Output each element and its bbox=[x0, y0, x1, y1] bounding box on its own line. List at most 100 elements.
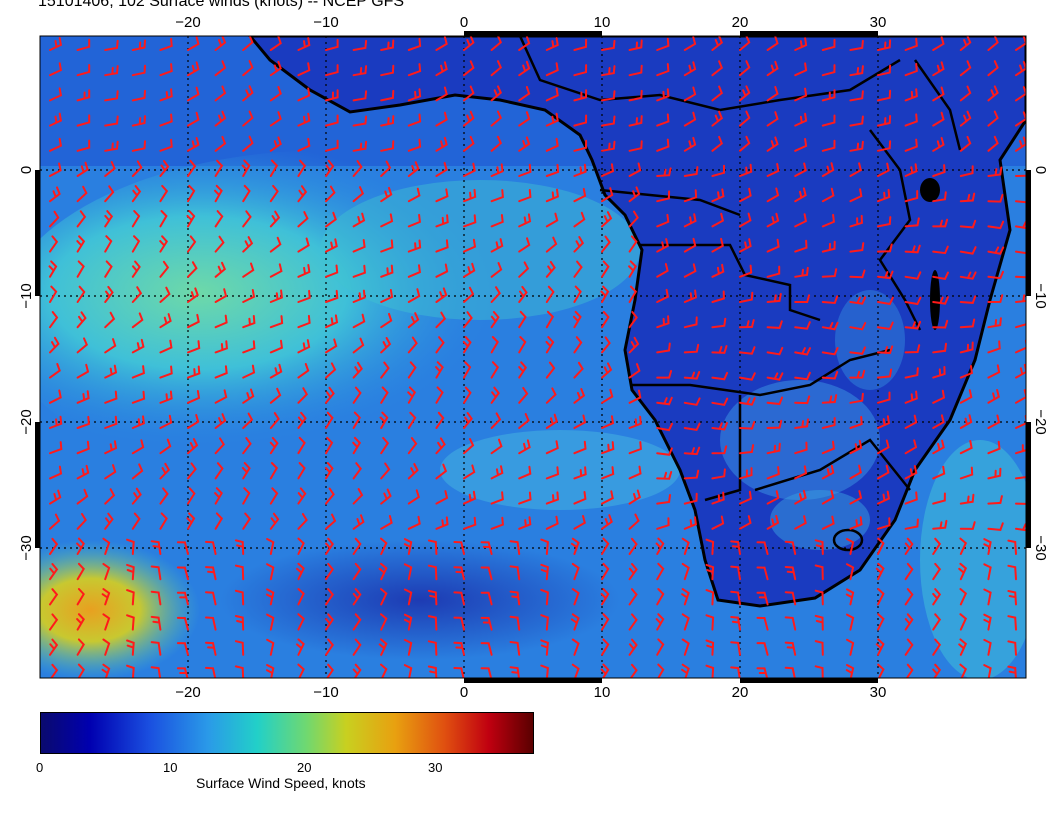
wind-barb bbox=[628, 39, 643, 51]
wind-barb bbox=[572, 310, 582, 329]
wind-barb bbox=[849, 346, 866, 355]
wind-barb bbox=[601, 163, 615, 177]
wind-barb bbox=[545, 37, 559, 51]
wind-barb bbox=[545, 515, 559, 530]
wind-barb bbox=[932, 439, 945, 455]
wind-barb bbox=[849, 322, 867, 331]
wind-barb bbox=[766, 60, 779, 77]
wind-barb bbox=[849, 296, 867, 305]
wind-barb bbox=[131, 39, 146, 51]
wind-barb bbox=[570, 537, 580, 555]
wind-barb bbox=[628, 210, 639, 228]
wind-barb bbox=[269, 512, 280, 530]
wind-barb bbox=[766, 111, 779, 127]
wind-barb bbox=[176, 616, 189, 631]
wind-barb bbox=[352, 488, 364, 505]
wind-barb bbox=[601, 187, 614, 203]
wind-barb bbox=[49, 489, 62, 505]
wind-barb bbox=[959, 613, 968, 631]
wind-barb bbox=[877, 368, 893, 379]
wind-barb bbox=[490, 60, 503, 77]
wind-barb bbox=[378, 638, 388, 656]
wind-barb bbox=[904, 414, 918, 429]
wind-barb bbox=[601, 235, 611, 253]
wind-barb bbox=[214, 413, 227, 429]
wind-barb bbox=[352, 638, 362, 656]
wind-barb bbox=[234, 615, 245, 631]
wind-barb bbox=[932, 537, 942, 555]
wind-barb bbox=[705, 563, 715, 581]
wind-barb bbox=[518, 413, 530, 429]
wind-barb bbox=[214, 210, 224, 228]
wind-barb bbox=[490, 214, 504, 228]
wind-barb bbox=[877, 89, 892, 102]
wind-barb bbox=[49, 162, 62, 177]
wind-barb bbox=[463, 238, 477, 253]
wind-barb bbox=[784, 540, 797, 555]
wind-barb bbox=[959, 271, 977, 280]
wind-barb bbox=[490, 189, 504, 203]
wind-barb bbox=[766, 442, 781, 455]
wind-barb bbox=[49, 441, 63, 455]
wind-barb bbox=[403, 588, 413, 606]
wind-barb bbox=[242, 388, 255, 404]
wind-barb bbox=[435, 311, 447, 329]
wind-barb bbox=[325, 411, 334, 429]
wind-barb bbox=[518, 136, 531, 152]
wind-barb bbox=[242, 262, 255, 278]
wind-barb bbox=[601, 638, 610, 656]
wind-barb bbox=[987, 364, 1001, 379]
wind-barb bbox=[681, 562, 690, 581]
wind-barb bbox=[959, 85, 972, 102]
wind-barb bbox=[463, 516, 477, 530]
wind-barb bbox=[104, 39, 119, 51]
wind-barb bbox=[490, 438, 503, 455]
wind-barb bbox=[877, 537, 885, 555]
wind-barb bbox=[821, 515, 835, 530]
wind-barb bbox=[325, 114, 339, 127]
wind-barb bbox=[297, 387, 309, 404]
wind-barb bbox=[711, 212, 725, 228]
wind-barb bbox=[656, 471, 673, 480]
wind-barb bbox=[959, 318, 976, 329]
wind-barb bbox=[49, 465, 63, 480]
wind-barb bbox=[297, 237, 310, 253]
colorbar-title: Surface Wind Speed, knots bbox=[196, 775, 366, 791]
wind-barb bbox=[683, 371, 701, 380]
wind-barb bbox=[904, 465, 918, 480]
wind-barb bbox=[683, 343, 700, 354]
wind-barb bbox=[656, 190, 671, 203]
wind-barb bbox=[214, 462, 224, 480]
wind-barb bbox=[150, 641, 162, 656]
wind-barb bbox=[407, 239, 422, 253]
wind-barb bbox=[821, 417, 836, 429]
lon-label-top: 0 bbox=[460, 14, 468, 31]
wind-barb bbox=[266, 538, 275, 555]
wind-barb bbox=[730, 616, 741, 631]
wind-barb bbox=[463, 286, 475, 303]
wind-barb bbox=[269, 315, 284, 329]
wind-barb bbox=[150, 666, 162, 678]
wind-barb bbox=[242, 85, 254, 102]
wind-barb bbox=[126, 589, 135, 606]
wind-barb bbox=[959, 365, 973, 379]
wind-barb bbox=[518, 439, 531, 455]
wind-barb bbox=[435, 239, 449, 253]
wind-barb bbox=[959, 165, 974, 177]
wind-barb bbox=[49, 563, 59, 581]
wind-barb bbox=[214, 60, 227, 77]
wind-barb bbox=[545, 62, 559, 77]
wind-barb bbox=[849, 115, 864, 127]
wind-barb bbox=[435, 437, 446, 455]
wind-barb bbox=[453, 541, 465, 555]
wind-barb bbox=[573, 414, 587, 429]
wind-barb bbox=[821, 394, 838, 404]
wind-map[interactable]: −20 −10 0 10 20 30 −20 −10 0 10 20 30 0 … bbox=[0, 0, 1056, 700]
wind-barb bbox=[380, 186, 393, 203]
wind-barb bbox=[187, 235, 197, 253]
wind-barb bbox=[435, 516, 449, 530]
wind-barb bbox=[683, 422, 701, 432]
wind-barb bbox=[325, 139, 339, 152]
wind-barb bbox=[932, 414, 945, 429]
wind-barb bbox=[545, 188, 559, 203]
